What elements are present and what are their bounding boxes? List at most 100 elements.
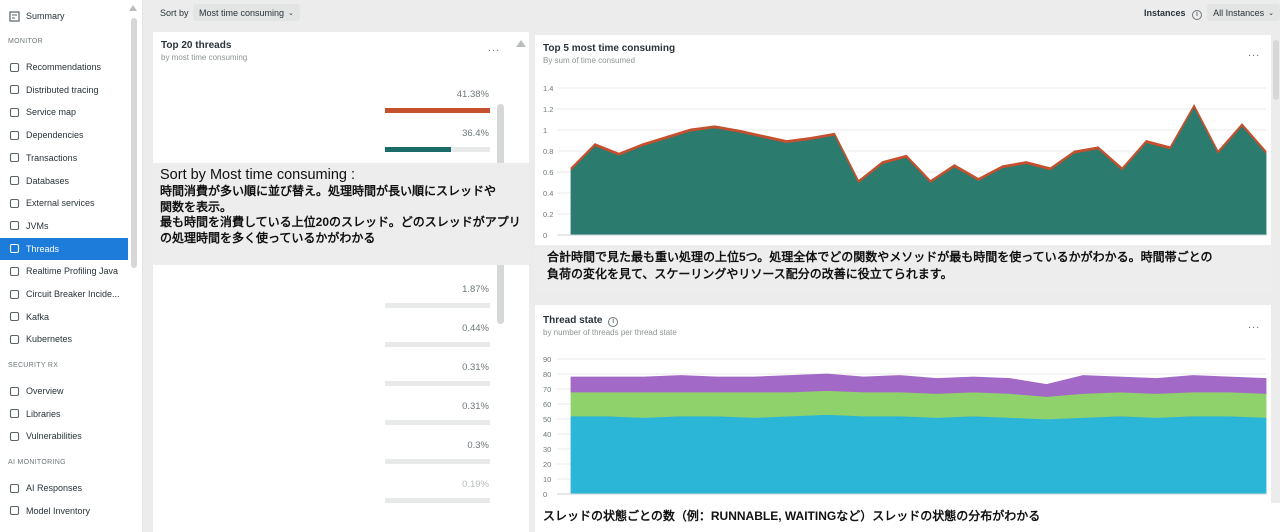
sidebar-item-label: Libraries — [26, 408, 61, 419]
threads-panel: Top 20 threads by most time consuming ..… — [153, 32, 529, 532]
page-scrollbar[interactable] — [1273, 40, 1279, 100]
sort-dropdown[interactable]: Most time consuming ⌄ — [193, 4, 300, 21]
summary-icon — [8, 10, 20, 22]
sidebar-scrollbar[interactable] — [131, 18, 137, 268]
sidebar-item[interactable]: Circuit Breaker Incide... — [0, 283, 128, 305]
y-tick-label: 80 — [543, 370, 551, 379]
scroll-up-arrow[interactable] — [516, 40, 526, 47]
sidebar-item-label: Kubernetes — [26, 334, 73, 345]
sidebar-item-label: External services — [26, 198, 95, 209]
section-heading-monitor: MONITOR — [8, 38, 44, 45]
annotation-text: 合計時間で見た最も重い処理の上位5つ。処理全体でどの関数やメソッドが最も時間を使… — [547, 250, 1213, 264]
sidebar-item-summary[interactable]: Summary — [0, 5, 128, 27]
thread-percentage: 0.31% — [462, 362, 489, 373]
more-menu-icon[interactable]: ... — [488, 42, 501, 54]
sidebar-item[interactable]: Overview — [0, 380, 128, 402]
sidebar-item[interactable]: AI Responses — [0, 477, 128, 499]
annotation-text: 負荷の変化を見て、スケーリングやリソース配分の改善に役立てられます。 — [547, 267, 953, 281]
section-heading-ai: AI MONITORING — [8, 459, 66, 466]
sidebar-item[interactable]: Dependencies — [0, 124, 128, 146]
y-tick-label: 0 — [543, 231, 547, 240]
ai-responses-icon — [8, 482, 20, 494]
y-tick-label: 1.2 — [543, 105, 553, 114]
sidebar-item[interactable]: JVMs — [0, 215, 128, 237]
sidebar-item[interactable]: External services — [0, 192, 128, 214]
series-area-0 — [570, 414, 1267, 495]
map-icon — [8, 106, 20, 118]
thread-bar[interactable] — [385, 342, 490, 347]
thread-state-panel: Thread state i by number of threads per … — [535, 305, 1271, 503]
thread-bar[interactable] — [385, 459, 490, 464]
thread-percentage: 36.4% — [462, 128, 489, 139]
scroll-up-arrow[interactable] — [129, 5, 137, 11]
y-tick-label: 0.6 — [543, 168, 553, 177]
thread-bar[interactable] — [385, 108, 490, 113]
sidebar-item-label: Transactions — [26, 152, 78, 163]
sidebar-item[interactable]: Databases — [0, 170, 128, 192]
sidebar-item[interactable]: Libraries — [0, 403, 128, 425]
top5-chart: 0 0.2 0.4 0.6 0.8 1 1.2 1.4 — [543, 84, 1267, 240]
series-area-2 — [570, 373, 1267, 397]
y-tick-label: 0.8 — [543, 147, 553, 156]
info-icon[interactable]: i — [1192, 9, 1202, 20]
database-icon — [8, 175, 20, 187]
vulnerabilities-icon — [8, 430, 20, 442]
sidebar-item[interactable]: Distributed tracing — [0, 79, 128, 101]
circuit-breaker-icon — [8, 288, 20, 300]
section-heading-security: SECURITY RX — [8, 362, 59, 369]
sidebar-item[interactable]: Service map — [0, 101, 128, 123]
sidebar-item-label: Circuit Breaker Incide... — [26, 289, 120, 299]
sidebar-item[interactable]: Recommendations — [0, 56, 128, 78]
sidebar-item[interactable]: Kafka — [0, 306, 128, 328]
annotation-text: 関数を表示。 — [160, 199, 233, 214]
transactions-icon — [8, 152, 20, 164]
panel-subtitle: by number of threads per thread state — [543, 328, 677, 337]
sort-value: Most time consuming — [199, 7, 285, 18]
sidebar-item-label: Distributed tracing — [26, 84, 99, 95]
sidebar-item-label: Recommendations — [26, 62, 102, 72]
thread-bar[interactable] — [385, 147, 490, 152]
sidebar-item[interactable]: Model Inventory — [0, 500, 128, 522]
sidebar-item-label: Service map — [26, 107, 77, 118]
sidebar-item[interactable]: Transactions — [0, 147, 128, 169]
sidebar-item-label: Model Inventory — [26, 505, 91, 516]
sidebar-item-label: JVMs — [26, 220, 49, 231]
y-tick-label: 10 — [543, 475, 551, 484]
thread-bar-fill — [385, 108, 490, 113]
info-icon[interactable]: i — [608, 316, 619, 327]
annotation-top5: 合計時間で見た最も重い処理の上位5つ。処理全体でどの関数やメソッドが最も時間を使… — [535, 245, 1271, 293]
thread-bar[interactable] — [385, 381, 490, 386]
model-inventory-icon — [8, 505, 20, 517]
thread-percentage: 0.3% — [467, 440, 489, 451]
profiling-icon — [8, 265, 20, 277]
sidebar-item-label: Realtime Profiling Java — [26, 266, 119, 277]
annotation-text: 時間消費が多い順に並び替え。処理時間が長い順にスレッドや — [160, 184, 497, 198]
y-tick-label: 70 — [543, 385, 551, 394]
sidebar-item-label: Threads — [26, 243, 60, 254]
instances-dropdown[interactable]: All Instances ⌄ — [1207, 4, 1280, 21]
sidebar-item[interactable]: Kubernetes — [0, 328, 128, 350]
panel-title: Top 5 most time consuming — [543, 43, 676, 54]
more-menu-icon[interactable]: ... — [1248, 47, 1261, 59]
more-menu-icon[interactable]: ... — [1248, 319, 1261, 331]
toolbar: Sort by Most time consuming ⌄ Instances … — [152, 2, 1280, 24]
sidebar-item[interactable]: Threads — [0, 237, 128, 260]
thread-bar[interactable] — [385, 420, 490, 425]
thread-bar[interactable] — [385, 498, 490, 503]
series-area-1 — [570, 390, 1267, 420]
instances-label: Instances i — [1144, 8, 1202, 20]
y-tick-label: 0.2 — [543, 210, 553, 219]
thread-state-chart: 0 10 20 30 40 50 60 70 80 90 — [543, 355, 1267, 499]
series-area-0 — [570, 106, 1267, 236]
thread-percentage: 1.87% — [462, 284, 489, 295]
thread-bar[interactable] — [385, 303, 490, 308]
jvm-icon — [8, 220, 20, 232]
sidebar-item-label: Kafka — [26, 311, 50, 322]
annotation-thread-state: スレッドの状態ごとの数（例：RUNNABLE, WAITINGなど）スレッドの状… — [535, 503, 1280, 532]
annotation-text: 最も時間を消費している上位20のスレッド。どのスレッドがアプリ — [160, 215, 521, 229]
sidebar-item[interactable]: Realtime Profiling Java — [0, 260, 128, 282]
annotation-text: の処理時間を多く使っているかがわかる — [160, 230, 376, 245]
sidebar-item-label: AI Responses — [26, 483, 83, 493]
panel-subtitle: by most time consuming — [161, 53, 248, 62]
sidebar-item[interactable]: Vulnerabilities — [0, 425, 128, 447]
